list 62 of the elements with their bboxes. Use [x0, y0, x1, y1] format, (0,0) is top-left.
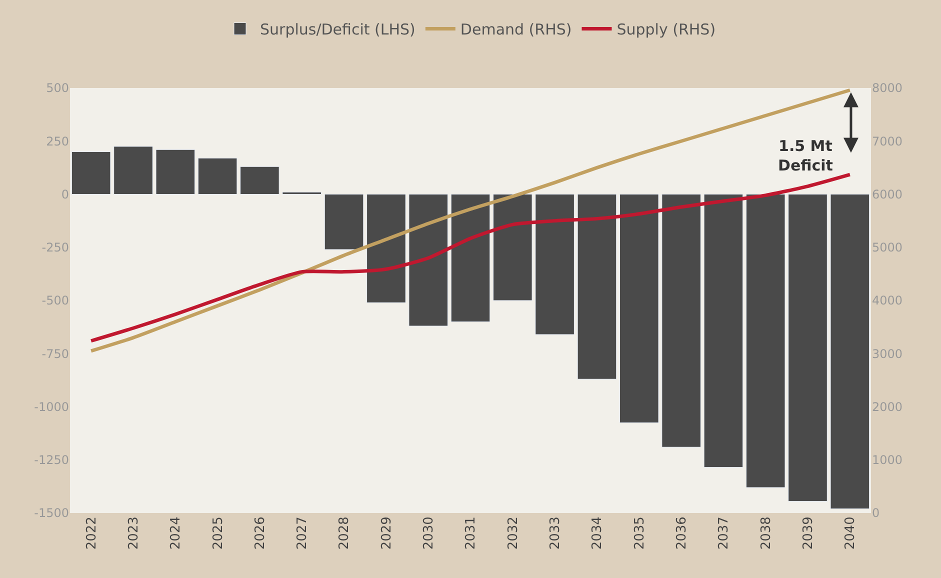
y2-tick-label: 1000 — [872, 453, 903, 468]
y2-tick-label: 3000 — [872, 346, 903, 361]
x-tick-label: 2033 — [548, 516, 564, 550]
bar — [156, 149, 196, 194]
bar — [282, 192, 322, 194]
x-tick-label: 2036 — [674, 516, 690, 550]
x-tick-label: 2025 — [210, 516, 226, 550]
y-tick-label: -750 — [42, 346, 69, 361]
bar — [366, 194, 406, 303]
x-tick-label: 2024 — [168, 516, 184, 550]
x-tick-label: 2029 — [379, 516, 394, 550]
y-tick-label: -1500 — [34, 506, 69, 520]
y-tick-label: 0 — [61, 187, 69, 202]
x-tick-label: 2032 — [506, 516, 521, 550]
x-tick-label: 2030 — [422, 516, 437, 550]
y2-tick-label: 5000 — [872, 240, 903, 255]
y-tick-label: -250 — [42, 240, 69, 255]
bar — [830, 194, 870, 509]
x-tick-label: 2035 — [632, 516, 648, 550]
x-tick-label: 2031 — [464, 516, 479, 550]
x-tick-label: 2034 — [590, 516, 606, 550]
y-tick-label: 250 — [46, 134, 69, 148]
line-series — [89, 88, 852, 353]
y2-tick-label: 0 — [872, 506, 880, 520]
x-tick-label: 2038 — [758, 516, 774, 550]
bar — [577, 194, 617, 380]
line-series — [89, 172, 852, 343]
bar — [704, 194, 744, 468]
bar — [324, 194, 364, 250]
x-tick-label: 2022 — [84, 516, 100, 550]
y-tick-label: -500 — [42, 294, 69, 308]
x-tick-label: 2028 — [337, 516, 352, 550]
y2-tick-label: 2000 — [872, 400, 903, 414]
x-tick-label: 2027 — [295, 516, 310, 550]
bar — [408, 194, 448, 326]
y2-tick-label: 6000 — [872, 187, 903, 202]
x-tick-label: 2037 — [716, 516, 732, 550]
bar — [493, 194, 532, 301]
annotation: 1.5 Mt Deficit — [778, 137, 833, 174]
bar — [198, 158, 238, 194]
x-tick-label: 2039 — [800, 516, 816, 550]
x-tick-label: 2026 — [252, 516, 268, 550]
bar — [71, 152, 111, 194]
legend-label: Supply (RHS) — [616, 20, 716, 39]
legend-label: Surplus/Deficit (LHS) — [260, 20, 416, 39]
bar — [746, 194, 786, 488]
bar — [240, 166, 280, 194]
y2-tick-label: 4000 — [872, 294, 903, 308]
y2-tick-label: 8000 — [872, 81, 903, 96]
y2-tick-label: 7000 — [872, 134, 903, 148]
y-tick-label: 500 — [46, 81, 69, 96]
bar — [619, 194, 659, 423]
legend-label: Demand (RHS) — [460, 20, 572, 39]
bar — [535, 194, 574, 335]
bar — [662, 194, 701, 448]
y-tick-label: -1000 — [34, 400, 69, 414]
bar — [788, 194, 828, 502]
x-tick-label: 2040 — [843, 516, 858, 550]
y-tick-label: -1250 — [34, 453, 69, 468]
x-tick-label: 2023 — [126, 516, 142, 550]
bar — [450, 194, 490, 322]
bar — [114, 146, 153, 194]
